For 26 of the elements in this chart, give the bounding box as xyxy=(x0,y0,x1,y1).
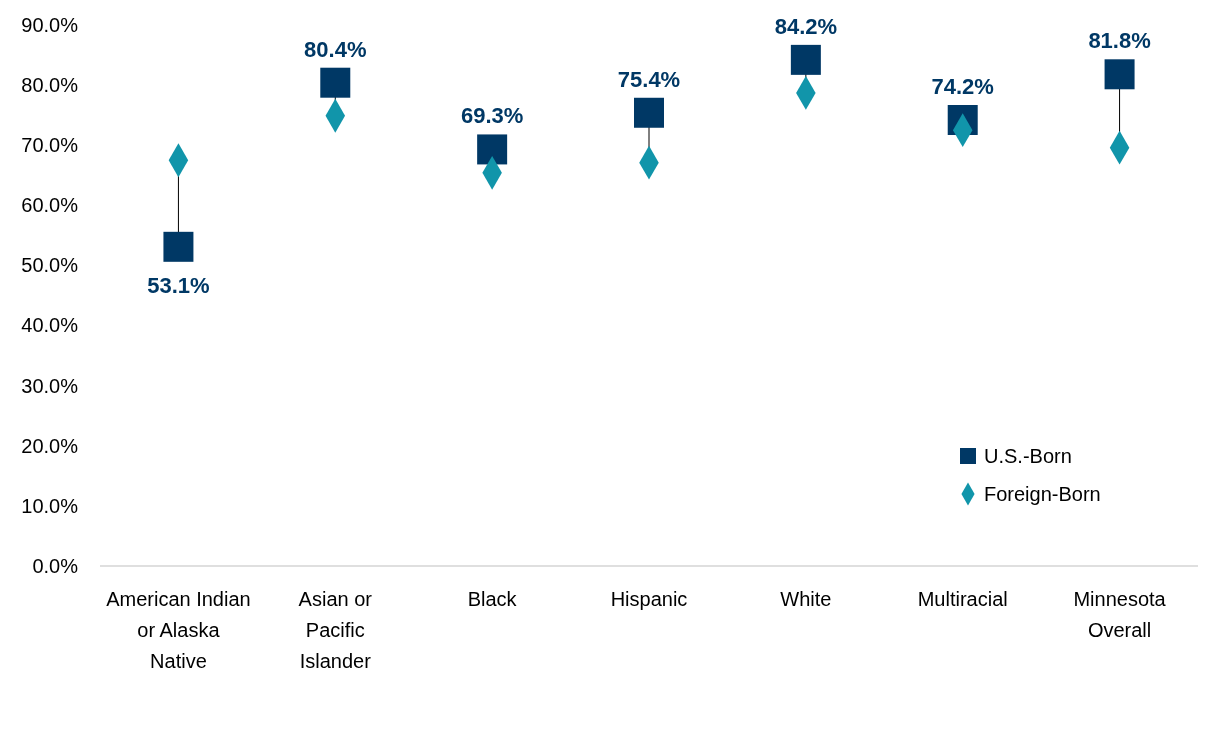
y-tick-label: 0.0% xyxy=(32,554,79,577)
data-label: 74.2% xyxy=(931,73,994,99)
y-tick-label: 70.0% xyxy=(21,134,79,157)
data-label: 75.4% xyxy=(617,66,681,92)
y-tick-label: 10.0% xyxy=(21,494,79,517)
x-tick-label: White xyxy=(780,588,832,610)
y-tick-label: 50.0% xyxy=(21,254,79,277)
x-tick-label: Hispanic xyxy=(610,588,688,610)
data-label: 84.2% xyxy=(774,13,838,39)
data-label: 80.4% xyxy=(304,36,367,62)
y-tick-label: 30.0% xyxy=(21,374,79,397)
x-tick-label: Minnesota Overall xyxy=(1073,588,1167,641)
legend-label: Foreign-Born xyxy=(984,483,1101,505)
x-tick-label: American Indian or Alaska Native xyxy=(106,588,251,672)
data-label: 81.8% xyxy=(1088,28,1151,54)
x-tick-label: Asian or Pacific Islander xyxy=(298,588,373,672)
x-tick-label: Multiracial xyxy=(917,588,1008,610)
data-label: 53.1% xyxy=(147,272,210,298)
data-label: 69.3% xyxy=(460,103,524,129)
y-tick-label: 80.0% xyxy=(21,74,79,97)
y-tick-label: 90.0% xyxy=(21,13,79,36)
x-tick-label: Black xyxy=(467,588,518,610)
y-tick-label: 60.0% xyxy=(21,194,79,217)
y-tick-label: 20.0% xyxy=(21,434,79,457)
legend-label: U.S.-Born xyxy=(984,445,1072,467)
y-tick-label: 40.0% xyxy=(21,314,79,337)
